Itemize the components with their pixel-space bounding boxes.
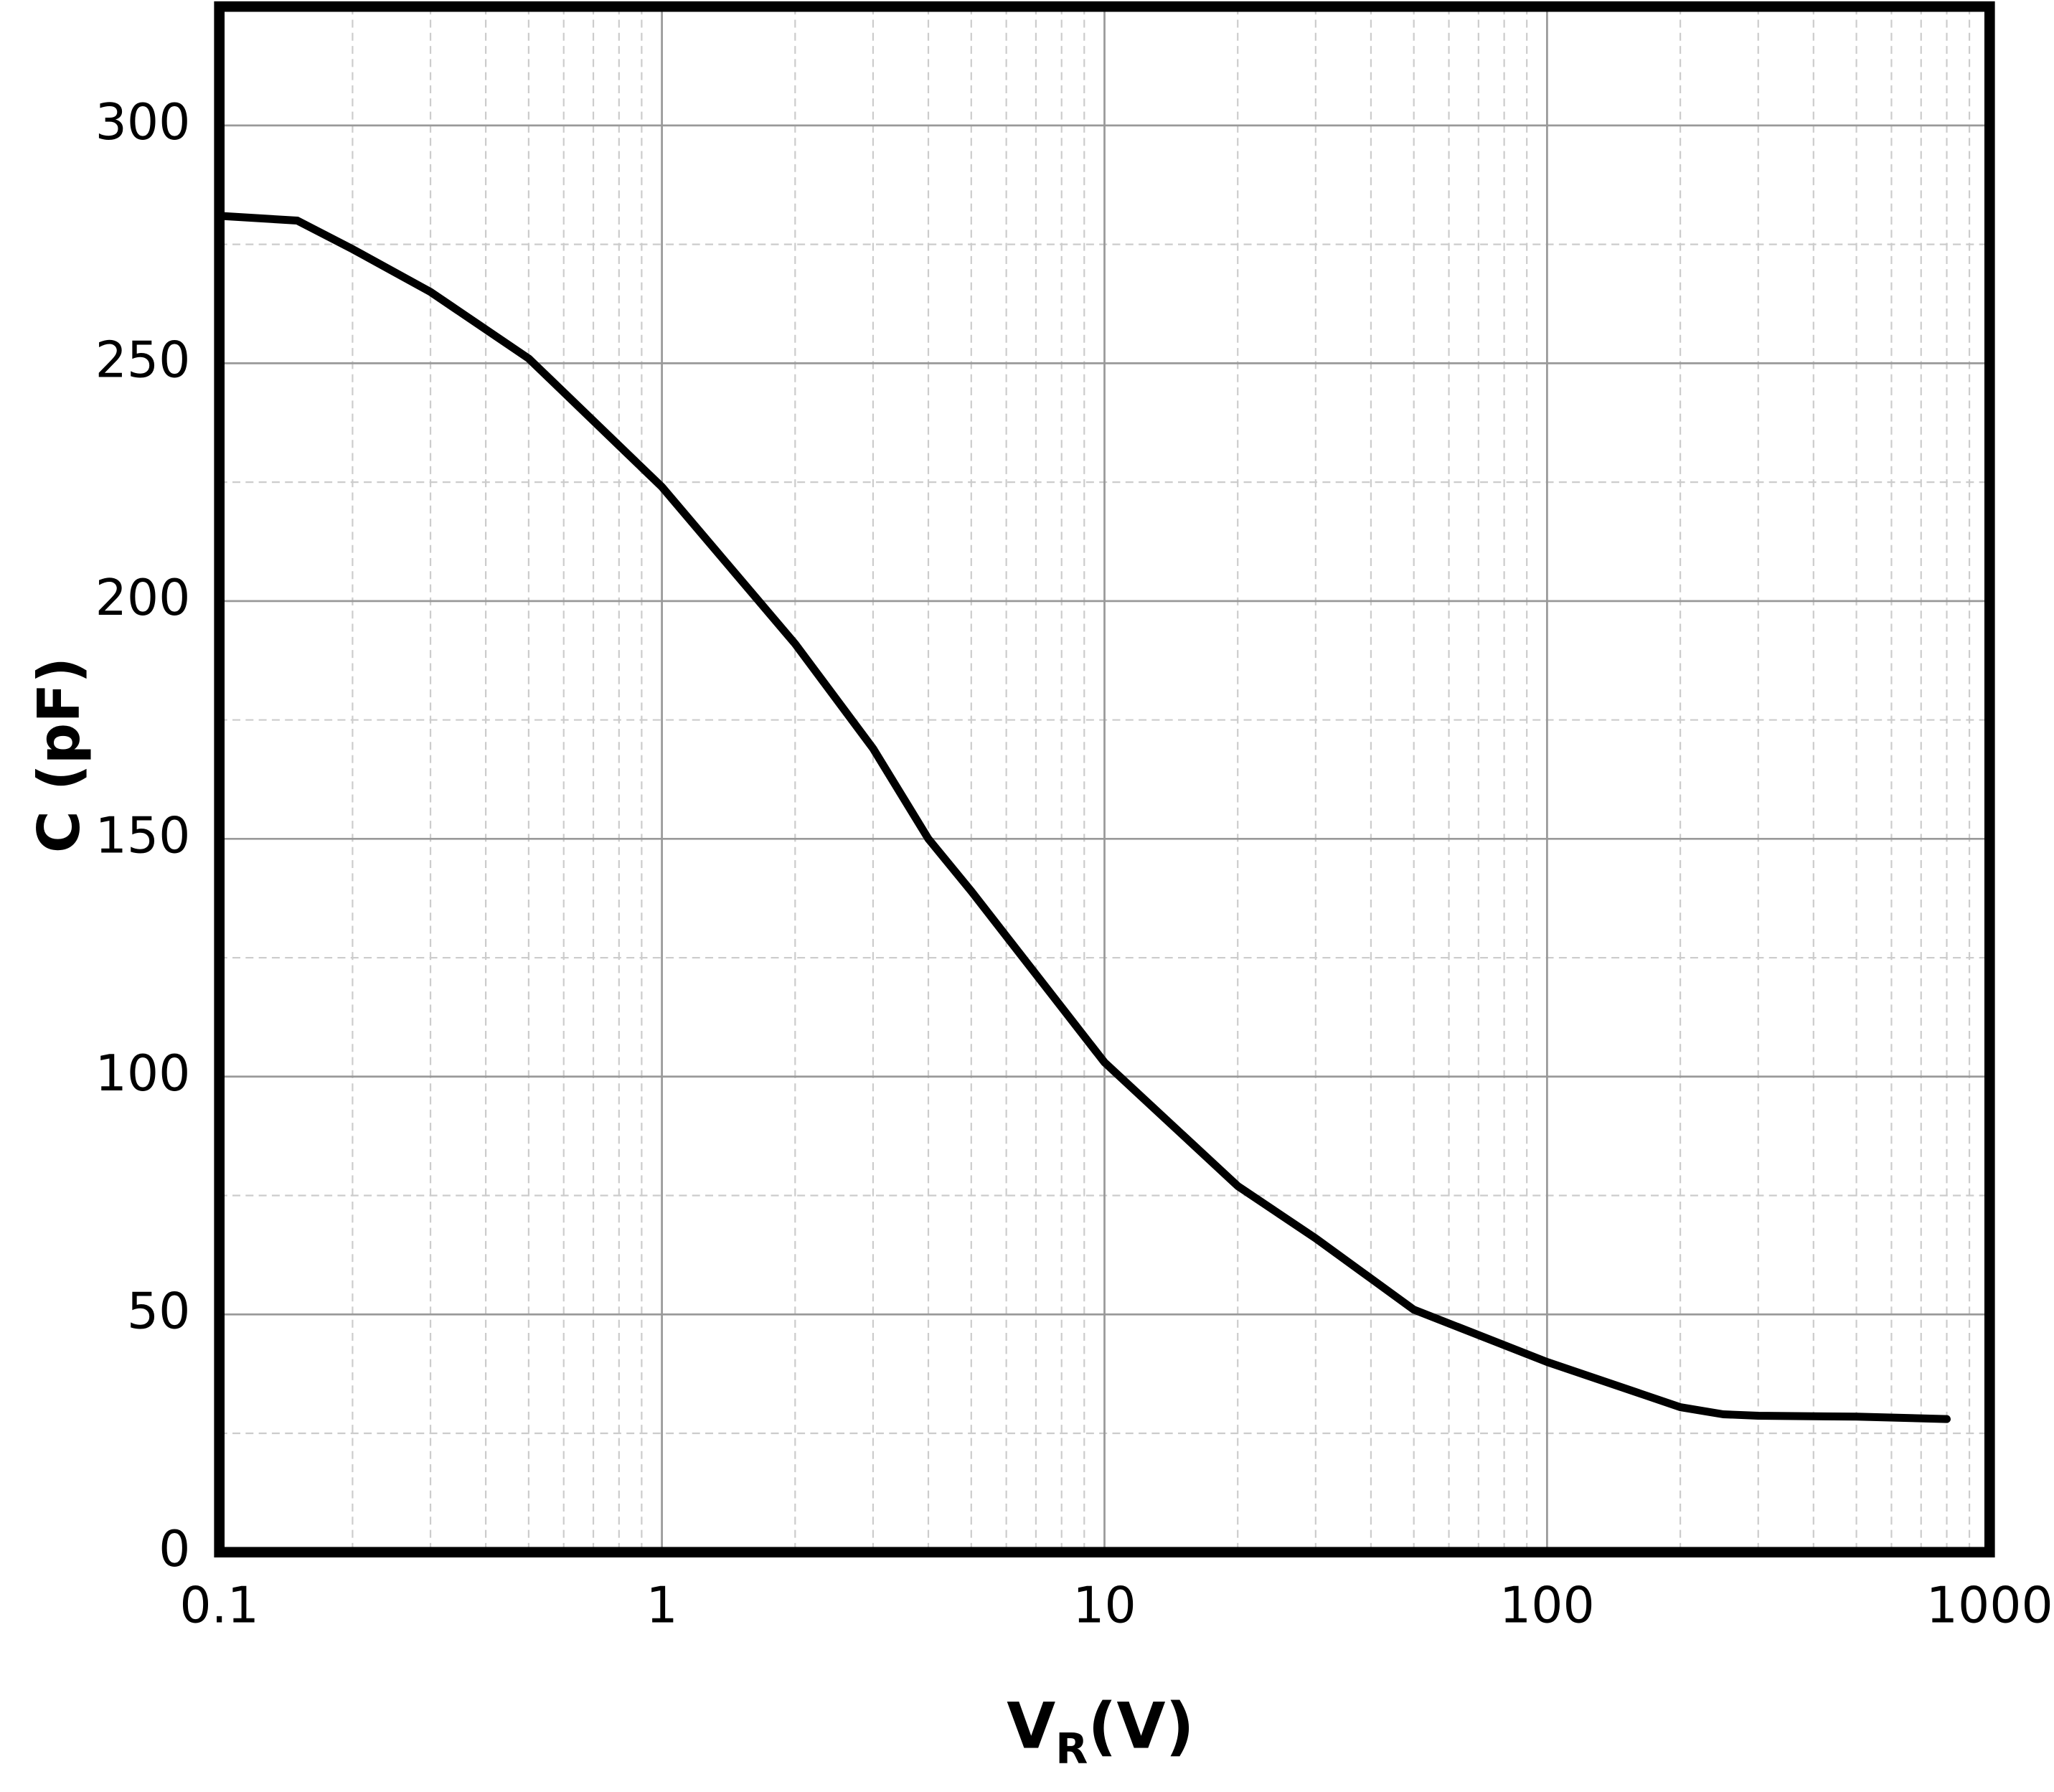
x-axis-title-sub: R <box>1055 1725 1088 1773</box>
y-tick-label: 250 <box>95 331 191 389</box>
y-tick-label: 50 <box>127 1282 190 1340</box>
plot-frame <box>214 1 1995 1558</box>
x-tick-label: 0.1 <box>179 1576 259 1634</box>
y-tick-label: 0 <box>159 1520 190 1578</box>
y-tick-label: 100 <box>95 1044 191 1103</box>
x-tick-label: 1000 <box>1926 1576 2053 1634</box>
x-tick-label: 10 <box>1073 1576 1136 1634</box>
y-tick-label: 150 <box>95 806 191 864</box>
x-tick-label: 1 <box>646 1576 677 1634</box>
y-tick-label: 300 <box>95 93 191 151</box>
x-axis-title: VR(V) <box>1007 1689 1194 1773</box>
x-axis-title-main: V <box>1007 1689 1055 1763</box>
data-line <box>215 212 1951 1423</box>
y-tick-label: 200 <box>95 569 191 627</box>
x-axis-title-suffix: (V) <box>1088 1689 1194 1763</box>
y-axis-title: C (pF) <box>25 657 93 853</box>
x-tick-label: 100 <box>1499 1576 1595 1634</box>
